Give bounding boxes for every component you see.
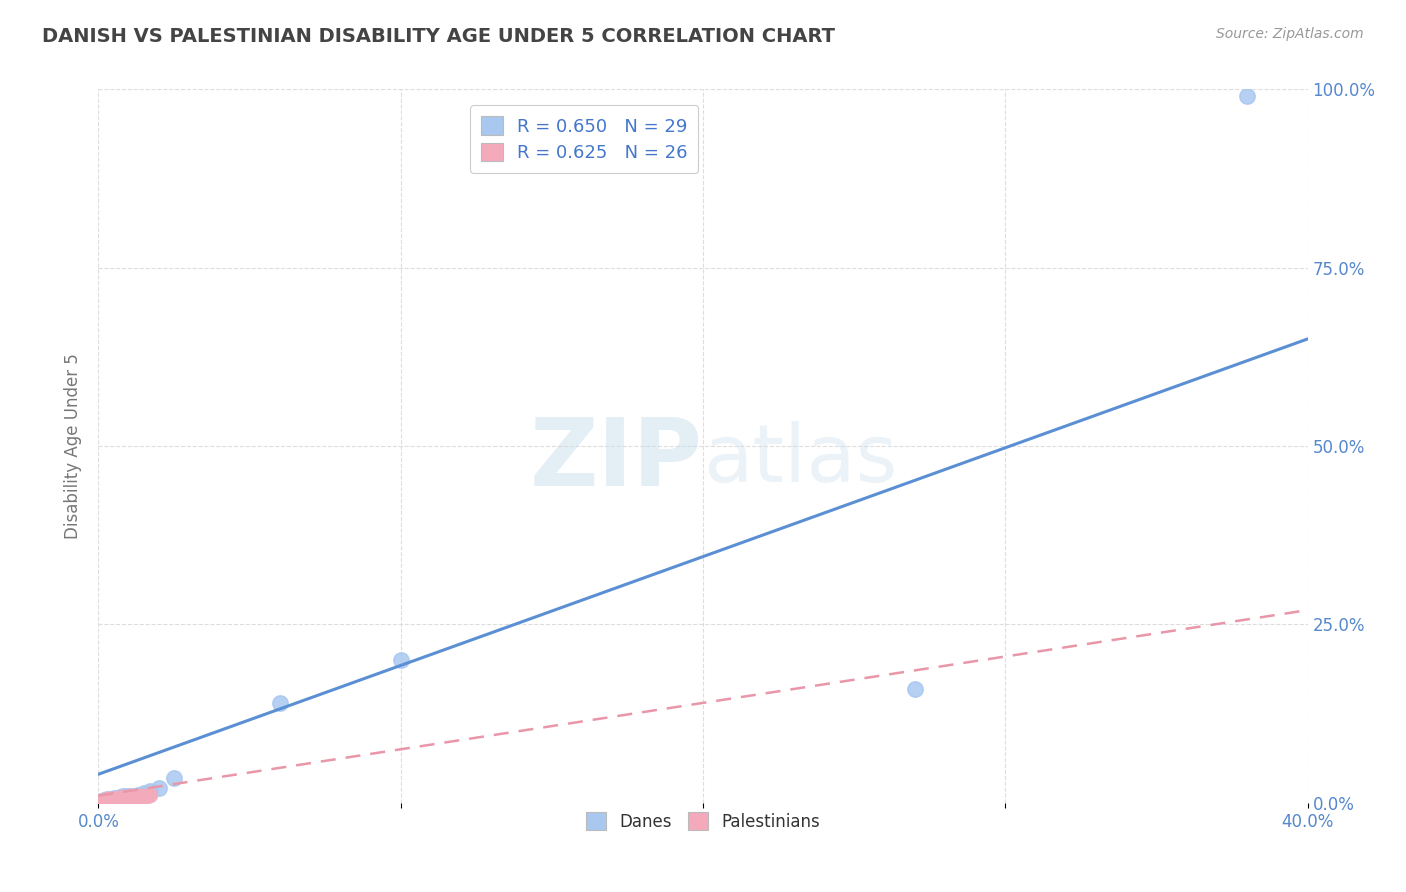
Point (118, 790, 141, 805)
Point (114, 790, 136, 805)
Point (121, 790, 143, 805)
Point (96, 793, 118, 807)
Point (114, 790, 136, 805)
Point (105, 791, 128, 805)
Point (118, 789, 141, 804)
Point (114, 789, 136, 803)
Point (90, 794, 112, 808)
Point (108, 791, 131, 805)
Text: DANISH VS PALESTINIAN DISABILITY AGE UNDER 5 CORRELATION CHART: DANISH VS PALESTINIAN DISABILITY AGE UND… (42, 27, 835, 45)
Point (93, 794, 115, 808)
Point (139, 784, 162, 798)
Point (904, 681, 927, 696)
Point (135, 789, 157, 803)
Point (269, 696, 291, 710)
Point (127, 788, 149, 802)
Point (100, 791, 122, 805)
Point (96, 792, 118, 806)
Point (103, 792, 125, 806)
Point (111, 791, 134, 805)
Point (121, 789, 143, 804)
Point (105, 792, 128, 806)
Point (118, 789, 141, 803)
Point (124, 789, 146, 804)
Point (129, 789, 152, 803)
Point (100, 792, 122, 806)
Text: Source: ZipAtlas.com: Source: ZipAtlas.com (1216, 27, 1364, 41)
Point (108, 791, 131, 805)
Point (103, 790, 125, 805)
Point (148, 780, 170, 795)
Point (108, 790, 131, 805)
Point (96, 794, 118, 808)
Point (111, 790, 134, 805)
Point (105, 790, 128, 805)
Point (114, 790, 136, 805)
Point (103, 792, 125, 806)
Point (118, 790, 141, 805)
Y-axis label: Disability Age Under 5: Disability Age Under 5 (65, 353, 83, 539)
Point (111, 790, 134, 805)
Point (127, 789, 149, 804)
Point (163, 771, 186, 785)
Point (90, 794, 112, 808)
Point (93, 794, 115, 808)
Point (103, 791, 125, 805)
Point (1236, 89, 1258, 103)
Text: ZIP: ZIP (530, 414, 703, 507)
Point (389, 653, 412, 667)
Point (132, 789, 155, 803)
Point (93, 793, 115, 807)
Legend: Danes, Palestinians: Danes, Palestinians (579, 805, 827, 838)
Point (108, 790, 131, 805)
Point (100, 793, 122, 807)
Point (96, 792, 118, 806)
Point (111, 789, 134, 804)
Point (93, 793, 115, 807)
Point (132, 786, 155, 800)
Point (105, 790, 128, 805)
Point (139, 788, 162, 802)
Point (100, 791, 122, 805)
Text: atlas: atlas (703, 421, 897, 500)
